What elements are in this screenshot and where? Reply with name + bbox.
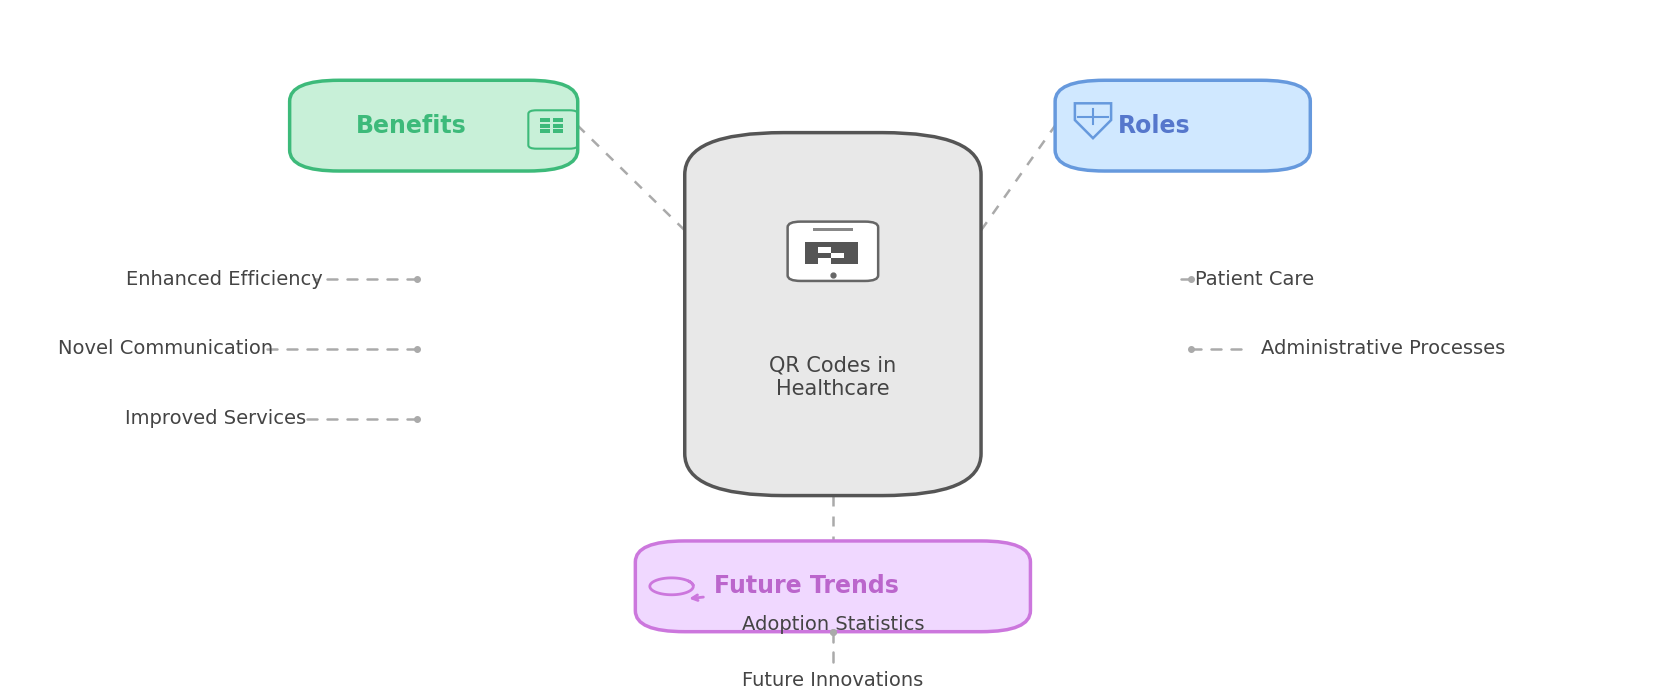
Text: Future Trends: Future Trends <box>713 574 899 598</box>
Bar <box>540 129 549 133</box>
Text: Administrative Processes: Administrative Processes <box>1259 339 1504 359</box>
Bar <box>818 253 831 258</box>
Text: QR Codes in
Healthcare: QR Codes in Healthcare <box>770 355 895 399</box>
Bar <box>804 242 818 247</box>
Bar <box>844 253 857 258</box>
Bar <box>831 247 844 253</box>
Text: Improved Services: Improved Services <box>124 409 306 429</box>
Bar <box>553 118 563 122</box>
Text: Adoption Statistics: Adoption Statistics <box>741 615 923 634</box>
Bar <box>804 258 818 264</box>
FancyBboxPatch shape <box>684 133 980 496</box>
Bar <box>844 242 857 247</box>
Text: Novel Communication: Novel Communication <box>58 339 273 359</box>
Bar <box>540 124 549 128</box>
Text: Enhanced Efficiency: Enhanced Efficiency <box>126 269 323 289</box>
Bar <box>804 253 818 258</box>
Bar <box>831 258 844 264</box>
Bar <box>540 118 549 122</box>
Text: Benefits: Benefits <box>356 114 467 138</box>
Bar <box>553 124 563 128</box>
Bar <box>818 242 831 247</box>
Polygon shape <box>1074 103 1111 138</box>
Text: Roles: Roles <box>1117 114 1190 138</box>
FancyBboxPatch shape <box>290 80 578 171</box>
Bar <box>553 129 563 133</box>
Text: Future Innovations: Future Innovations <box>741 671 923 690</box>
Bar <box>844 247 857 253</box>
Bar <box>813 228 852 230</box>
FancyBboxPatch shape <box>636 541 1029 632</box>
Text: Patient Care: Patient Care <box>1195 269 1314 289</box>
FancyBboxPatch shape <box>788 222 877 281</box>
Bar <box>831 242 844 247</box>
FancyBboxPatch shape <box>1054 80 1309 171</box>
Bar <box>804 247 818 253</box>
Bar <box>844 258 857 264</box>
